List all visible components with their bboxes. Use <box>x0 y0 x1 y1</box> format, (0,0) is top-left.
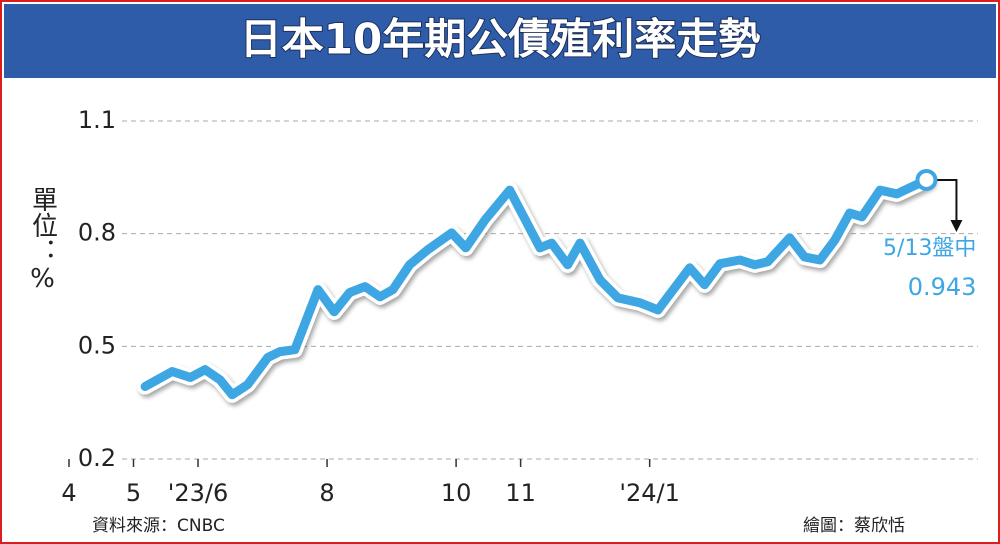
annotation: 5/13盤中 <box>883 236 976 261</box>
value-label: 0.943 <box>908 273 977 301</box>
callout-arrowhead <box>950 219 963 232</box>
source: 資料來源：CNBC <box>92 516 225 536</box>
chart-title: 日本10年期公債殖利率走勢 <box>240 15 760 64</box>
title-bar <box>4 4 996 78</box>
line <box>140 175 931 400</box>
x-tick-label: 5 <box>126 479 141 507</box>
x-tick-label: '24/1 <box>619 479 680 507</box>
credit: 繪圖：蔡欣恬 <box>803 516 905 536</box>
y-tick-label: 0.5 <box>78 331 116 359</box>
x-tick-label: 8 <box>319 479 334 507</box>
x-tick-label: 10 <box>441 479 472 507</box>
end-marker <box>915 168 938 191</box>
x-tick-label: 4 <box>61 479 76 507</box>
y-tick-label: 0.2 <box>78 444 116 472</box>
y-tick-label: 1.1 <box>78 106 116 134</box>
y-axis-label: 單位：% <box>28 186 58 294</box>
y-tick-label: 0.8 <box>78 219 116 247</box>
callout-arrow <box>936 178 958 225</box>
x-tick-label: 11 <box>505 479 536 507</box>
x-tick-label: '23/6 <box>168 479 229 507</box>
